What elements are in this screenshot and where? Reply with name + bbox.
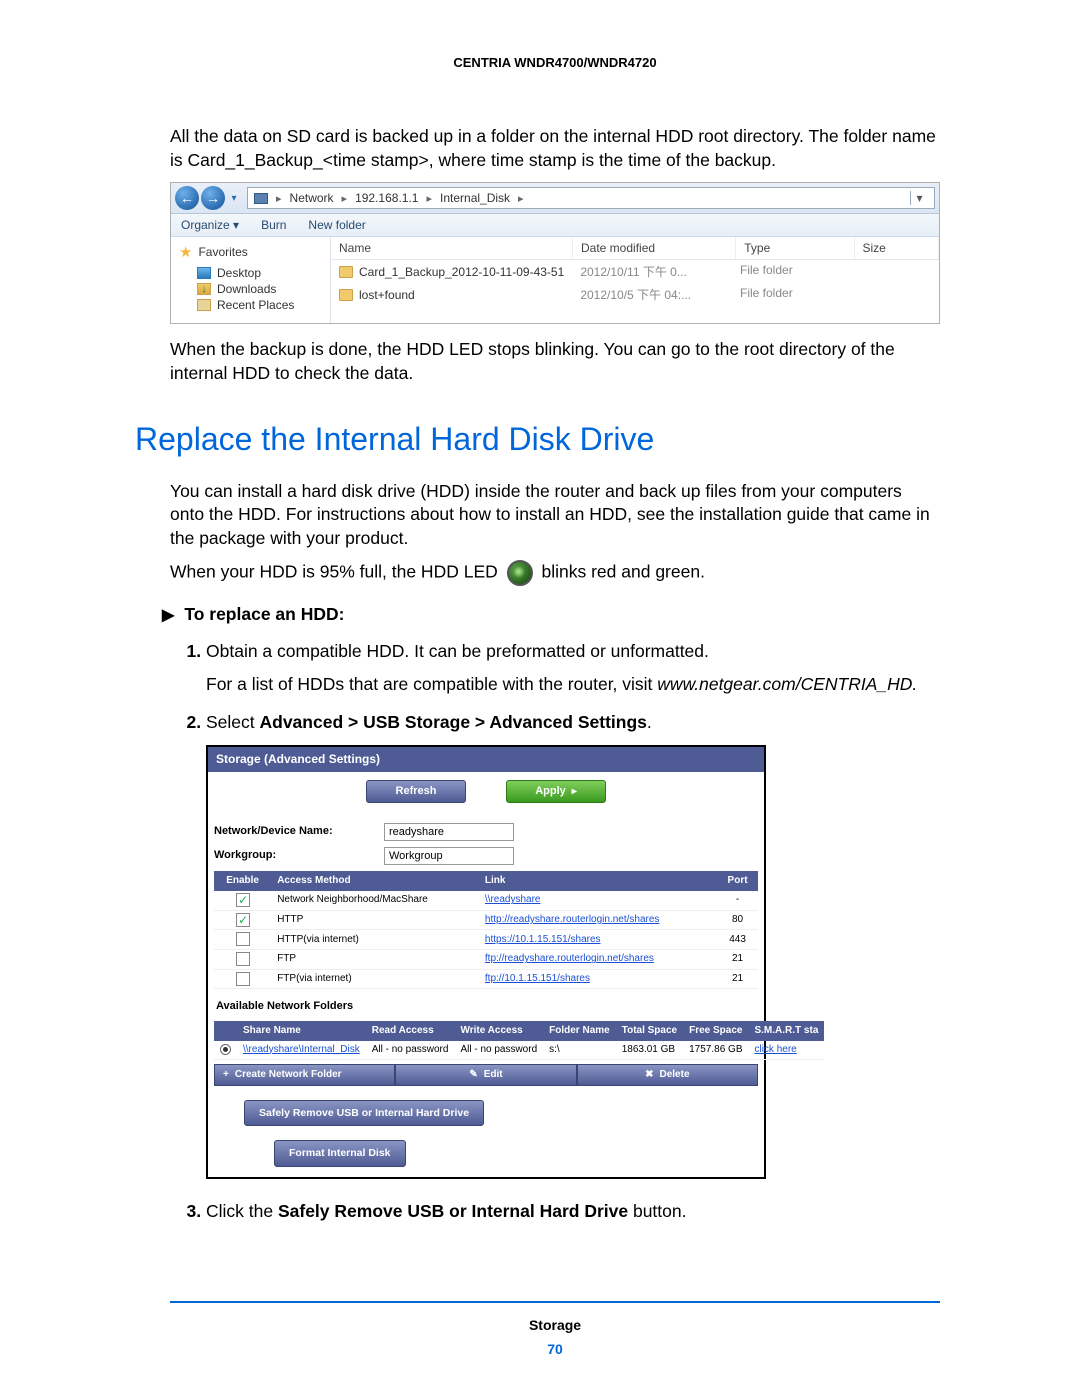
nav-back-icon[interactable]: ←: [175, 186, 199, 210]
burn-button[interactable]: Burn: [261, 218, 286, 232]
hdd-led-icon: [507, 560, 533, 586]
newfolder-button[interactable]: New folder: [308, 218, 365, 232]
device-name-input[interactable]: [384, 823, 514, 841]
workgroup-input[interactable]: [384, 847, 514, 865]
router-title: Storage (Advanced Settings): [208, 747, 764, 772]
running-header: CENTRIA WNDR4700/WNDR4720: [170, 55, 940, 70]
favorites-label: Favorites: [198, 245, 247, 259]
device-name-label: Network/Device Name:: [214, 824, 384, 839]
folder-icon: [339, 266, 353, 278]
file-row[interactable]: lost+found2012/10/5 下午 04:...File folder: [331, 283, 939, 306]
smart-link[interactable]: click here: [754, 1044, 796, 1055]
apply-button[interactable]: Apply▸: [506, 780, 606, 803]
router-panel: Storage (Advanced Settings) Refresh Appl…: [206, 745, 766, 1179]
star-icon: ★: [179, 243, 192, 261]
access-row: HTTP(via internet)https://10.1.15.151/sh…: [214, 930, 758, 950]
organize-button[interactable]: Organize ▾: [181, 218, 239, 232]
workgroup-label: Workgroup:: [214, 848, 384, 863]
triangle-icon: ▶: [162, 605, 174, 625]
explorer-toolbar: Organize ▾ Burn New folder: [171, 214, 939, 237]
recent-icon: [197, 299, 211, 311]
edit-folder-button[interactable]: ✎Edit: [395, 1064, 576, 1086]
crumb-2[interactable]: Internal_Disk: [440, 191, 510, 205]
plus-icon: +: [223, 1068, 229, 1082]
x-icon: ✖: [645, 1068, 653, 1082]
share-link[interactable]: \\readyshare\Internal_Disk: [243, 1044, 360, 1055]
access-link[interactable]: \\readyshare: [485, 894, 541, 905]
access-row: Network Neighborhood/MacShare\\readyshar…: [214, 891, 758, 910]
section-desc: You can install a hard disk drive (HDD) …: [170, 480, 940, 551]
nav-history-icon[interactable]: ▾: [227, 193, 241, 204]
section-heading: Replace the Internal Hard Disk Drive: [135, 421, 940, 458]
folder-action-bar: +Create Network Folder ✎Edit ✖Delete: [214, 1064, 758, 1086]
access-link[interactable]: ftp://10.1.15.151/shares: [485, 973, 590, 984]
enable-checkbox[interactable]: [236, 972, 250, 986]
page-footer: Storage 70: [170, 1301, 940, 1357]
shares-table: Share Name Read Access Write Access Fold…: [214, 1021, 824, 1060]
sidebar-downloads[interactable]: Downloads: [179, 281, 322, 297]
enable-checkbox[interactable]: [236, 932, 250, 946]
address-bar[interactable]: Network 192.168.1.1 Internal_Disk ▾: [247, 187, 935, 209]
explorer-columns: Name Date modified Type Size: [331, 237, 939, 260]
task-heading: ▶ To replace an HDD:: [162, 604, 940, 625]
intro-para-2: When the backup is done, the HDD LED sto…: [170, 338, 940, 385]
access-row: FTP(via internet)ftp://10.1.15.151/share…: [214, 969, 758, 989]
step-1: Obtain a compatible HDD. It can be prefo…: [206, 639, 940, 696]
sidebar-recent[interactable]: Recent Places: [179, 297, 322, 313]
safely-remove-button[interactable]: Safely Remove USB or Internal Hard Drive: [244, 1100, 484, 1127]
shares-heading: Available Network Folders: [216, 999, 758, 1014]
intro-para-1: All the data on SD card is backed up in …: [170, 125, 940, 172]
access-link[interactable]: https://10.1.15.151/shares: [485, 934, 601, 945]
footer-section: Storage: [170, 1317, 940, 1333]
explorer-window: ← → ▾ Network 192.168.1.1 Internal_Disk …: [170, 182, 940, 324]
nav-fwd-icon[interactable]: →: [201, 186, 225, 210]
delete-folder-button[interactable]: ✖Delete: [577, 1064, 758, 1086]
step-3: Click the Safely Remove USB or Internal …: [206, 1199, 940, 1224]
create-folder-button[interactable]: +Create Network Folder: [214, 1064, 395, 1086]
crumb-1[interactable]: 192.168.1.1: [355, 191, 418, 205]
access-row: HTTPhttp://readyshare.routerlogin.net/sh…: [214, 910, 758, 930]
desktop-icon: [197, 267, 211, 279]
apply-arrow-icon: ▸: [572, 786, 577, 797]
enable-checkbox[interactable]: [236, 952, 250, 966]
address-dropdown-icon[interactable]: ▾: [910, 191, 928, 205]
enable-checkbox[interactable]: [236, 893, 250, 907]
led-sentence: When your HDD is 95% full, the HDD LED b…: [170, 560, 940, 586]
share-row[interactable]: \\readyshare\Internal_Disk All - no pass…: [214, 1041, 824, 1060]
downloads-icon: [197, 283, 211, 295]
format-disk-button[interactable]: Format Internal Disk: [274, 1140, 406, 1167]
pencil-icon: ✎: [469, 1068, 477, 1082]
explorer-sidebar: ★ Favorites Desktop Downloads Recent Pla…: [171, 237, 331, 323]
share-radio[interactable]: [220, 1044, 231, 1055]
access-link[interactable]: ftp://readyshare.routerlogin.net/shares: [485, 953, 654, 964]
sidebar-desktop[interactable]: Desktop: [179, 265, 322, 281]
folder-icon: [339, 289, 353, 301]
step-2: Select Advanced > USB Storage > Advanced…: [206, 710, 940, 1179]
access-table: Enable Access Method Link Port Network N…: [214, 871, 758, 989]
crumb-0[interactable]: Network: [290, 191, 334, 205]
file-row[interactable]: Card_1_Backup_2012-10-11-09-43-512012/10…: [331, 260, 939, 283]
access-link[interactable]: http://readyshare.routerlogin.net/shares: [485, 914, 660, 925]
access-row: FTPftp://readyshare.routerlogin.net/shar…: [214, 949, 758, 969]
refresh-button[interactable]: Refresh: [366, 780, 466, 803]
network-icon: [254, 193, 268, 204]
compat-link[interactable]: www.netgear.com/CENTRIA_HD.: [657, 674, 917, 694]
footer-page: 70: [547, 1341, 563, 1357]
enable-checkbox[interactable]: [236, 913, 250, 927]
